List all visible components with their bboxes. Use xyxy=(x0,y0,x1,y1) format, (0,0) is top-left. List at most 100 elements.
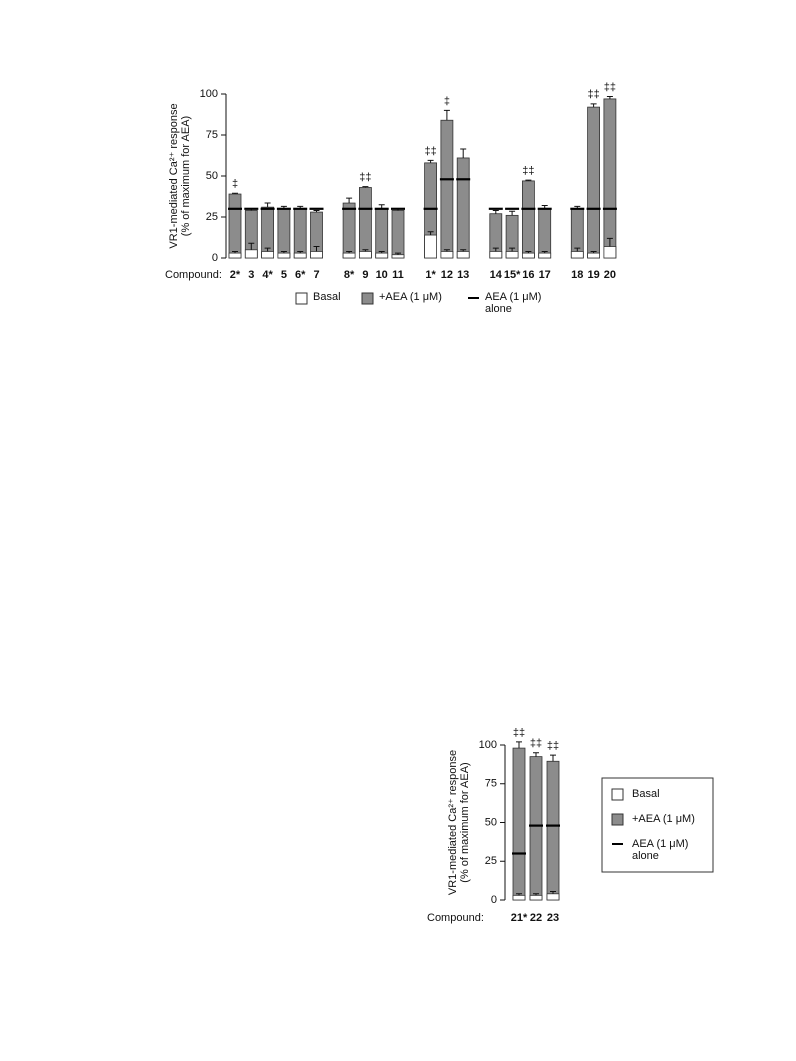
error-bar xyxy=(550,890,556,894)
error-bar xyxy=(492,247,499,252)
y-tick-label: 100 xyxy=(479,739,497,751)
significance-marker: ‡‡ xyxy=(424,145,436,157)
error-bar xyxy=(280,250,287,254)
bar xyxy=(228,193,242,259)
legend-label: +AEA (1 μM) xyxy=(379,291,442,303)
legend-label: AEA (1 μM) alone xyxy=(632,838,689,862)
error-bar xyxy=(395,252,401,255)
error-bar xyxy=(248,242,255,250)
y-tick-label: 75 xyxy=(206,129,218,141)
error-bar xyxy=(550,754,556,762)
bar xyxy=(522,252,535,259)
x-tick-label: 21* xyxy=(511,912,528,924)
y-axis-label: VR1-mediated Ca²⁺ response xyxy=(447,750,459,895)
significance-marker: ‡‡ xyxy=(513,727,525,739)
bar xyxy=(358,251,372,259)
bar xyxy=(587,252,600,259)
bar xyxy=(512,894,526,901)
error-bar xyxy=(427,231,434,236)
bar xyxy=(424,234,438,259)
y-tick-label: 0 xyxy=(212,252,218,264)
error-bar xyxy=(509,247,516,252)
error-bar xyxy=(346,250,353,254)
error-bar xyxy=(533,893,539,896)
error-bar xyxy=(264,202,271,208)
error-bar xyxy=(516,741,522,749)
y-tick-label: 50 xyxy=(485,816,497,828)
error-bar xyxy=(346,197,353,204)
y-axis-label: VR1-mediated Ca²⁺ response xyxy=(168,103,180,248)
y-tick-label: 25 xyxy=(485,855,497,867)
bar xyxy=(538,252,552,259)
bar xyxy=(440,251,454,259)
significance-marker: ‡‡ xyxy=(587,89,599,101)
x-tick-label: 13 xyxy=(457,269,469,281)
significance-marker: ‡‡ xyxy=(522,165,534,177)
x-tick-label: 2* xyxy=(230,269,241,281)
error-bar xyxy=(590,250,597,254)
bar xyxy=(546,893,560,901)
x-axis-label: Compound: xyxy=(427,912,484,924)
error-bar xyxy=(516,893,522,896)
legend-box xyxy=(601,777,714,873)
bar xyxy=(277,208,291,259)
error-bar xyxy=(297,250,304,254)
legend-swatch xyxy=(611,813,624,826)
bar xyxy=(489,251,503,259)
error-bar xyxy=(590,103,597,108)
bar xyxy=(310,251,323,259)
x-tick-label: 7 xyxy=(313,269,319,281)
error-bar xyxy=(443,249,450,252)
legend-label: AEA (1 μM) alone xyxy=(485,291,542,315)
bar xyxy=(391,210,405,259)
error-bar xyxy=(533,752,539,757)
y-axis-label: (% of maximum for AEA) xyxy=(180,116,192,236)
error-bar xyxy=(606,237,613,247)
x-tick-label: 23 xyxy=(547,912,559,924)
bar xyxy=(522,180,535,259)
error-bar xyxy=(606,95,613,99)
error-bar xyxy=(313,246,320,252)
bar xyxy=(391,254,405,259)
legend-swatch xyxy=(611,788,624,801)
bar xyxy=(456,251,470,259)
x-tick-label: 22 xyxy=(530,912,542,924)
bar xyxy=(228,252,242,259)
bar xyxy=(358,187,372,259)
x-tick-label: 14 xyxy=(490,269,503,281)
bar xyxy=(570,251,584,259)
y-tick-label: 0 xyxy=(491,894,497,906)
bar xyxy=(277,252,291,259)
x-axis-label: Compound: xyxy=(165,269,222,281)
significance-marker: ‡‡ xyxy=(530,738,542,750)
x-tick-label: 4* xyxy=(262,269,273,281)
bar xyxy=(587,106,600,259)
bar xyxy=(440,119,454,259)
significance-marker: ‡‡ xyxy=(604,81,616,93)
y-axis-label: (% of maximum for AEA) xyxy=(459,762,471,882)
bar xyxy=(375,252,389,259)
error-bar xyxy=(378,250,385,254)
x-tick-label: 10 xyxy=(376,269,388,281)
bar xyxy=(342,252,356,259)
legend-swatch xyxy=(361,292,374,305)
bar xyxy=(293,208,307,259)
error-bar xyxy=(232,192,238,195)
bar xyxy=(546,760,560,901)
significance-marker: ‡‡ xyxy=(359,172,371,184)
x-tick-label: 5 xyxy=(281,269,287,281)
x-tick-label: 1* xyxy=(425,269,436,281)
legend-label: Basal xyxy=(313,291,341,303)
y-tick-label: 75 xyxy=(485,778,497,790)
error-bar xyxy=(362,249,369,252)
error-bar xyxy=(443,109,450,121)
error-bar xyxy=(264,247,271,252)
y-tick-label: 25 xyxy=(206,211,218,223)
bar xyxy=(456,157,470,259)
bar xyxy=(505,251,519,259)
bar xyxy=(293,252,307,259)
legend-label: +AEA (1 μM) xyxy=(632,813,695,825)
x-tick-label: 16 xyxy=(522,269,534,281)
bar xyxy=(538,208,552,259)
